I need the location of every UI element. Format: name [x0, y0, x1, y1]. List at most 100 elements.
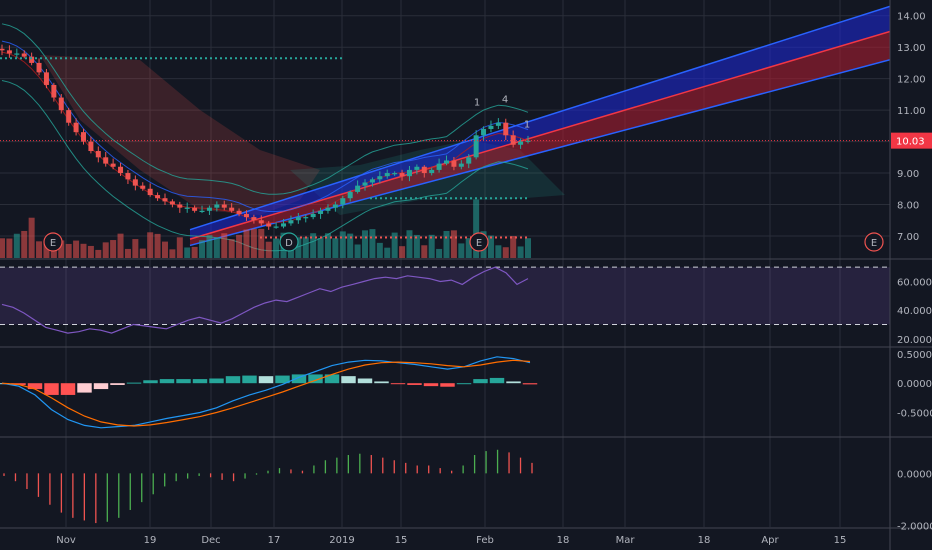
candle-body[interactable]: [281, 223, 287, 227]
rsi-line[interactable]: [1, 266, 529, 334]
macd-panel[interactable]: [0, 356, 538, 429]
candle-body[interactable]: [199, 210, 205, 213]
candle-body[interactable]: [414, 166, 420, 170]
price-tick-label: 11.00: [897, 106, 926, 117]
candle-body[interactable]: [118, 166, 124, 174]
candle-body[interactable]: [436, 163, 442, 170]
candle-body[interactable]: [303, 217, 309, 219]
candle-body[interactable]: [43, 72, 49, 85]
candle-body[interactable]: [66, 110, 72, 123]
candle-body[interactable]: [110, 163, 116, 167]
candle-body[interactable]: [399, 173, 405, 177]
candle-body[interactable]: [429, 169, 435, 174]
rsi-panel[interactable]: [0, 266, 890, 334]
earnings-marker-circle[interactable]: [43, 232, 63, 252]
candle-body[interactable]: [318, 210, 324, 214]
signal-line[interactable]: [1, 359, 531, 427]
candle-body[interactable]: [406, 169, 412, 177]
volume-bar: [176, 237, 183, 258]
candle-body[interactable]: [243, 213, 249, 218]
candle-body[interactable]: [6, 50, 12, 54]
candle-body[interactable]: [288, 220, 294, 224]
volume-bar: [124, 248, 131, 258]
candle-body[interactable]: [355, 185, 361, 192]
candle-body[interactable]: [362, 182, 368, 186]
candle-body[interactable]: [51, 84, 57, 98]
price-panel[interactable]: 1 4 1 E D E E: [0, 5, 891, 258]
candle-body[interactable]: [481, 129, 487, 136]
volume-bar: [525, 238, 531, 258]
candle-body[interactable]: [340, 198, 346, 205]
candle-body[interactable]: [132, 179, 138, 186]
candle-body[interactable]: [488, 125, 494, 129]
candle-body[interactable]: [369, 179, 375, 183]
candle-body[interactable]: [169, 201, 175, 205]
dividend-marker-circle[interactable]: [279, 232, 299, 252]
candle-body[interactable]: [140, 185, 146, 189]
candle-body[interactable]: [458, 163, 464, 167]
candle-body[interactable]: [266, 223, 272, 227]
candle-body[interactable]: [377, 176, 383, 180]
earnings-marker-circle[interactable]: [864, 232, 884, 252]
candle-body[interactable]: [177, 204, 183, 208]
candle-body[interactable]: [251, 217, 257, 221]
candle-body[interactable]: [295, 217, 301, 221]
candle-body[interactable]: [310, 213, 316, 218]
candle-body[interactable]: [14, 53, 20, 55]
candle-body[interactable]: [147, 188, 153, 196]
candle-body[interactable]: [229, 207, 235, 211]
volume-bar: [117, 233, 124, 258]
candle-body[interactable]: [58, 97, 64, 111]
candle-body[interactable]: [95, 151, 101, 158]
candle-body[interactable]: [325, 207, 331, 211]
candle-body[interactable]: [162, 198, 168, 202]
earnings-marker-circle[interactable]: [469, 232, 489, 252]
candle-body[interactable]: [495, 122, 501, 126]
macd-histogram-bar: [407, 383, 422, 385]
candle-body[interactable]: [503, 122, 509, 136]
candle-body[interactable]: [518, 141, 524, 145]
candle-body[interactable]: [80, 132, 86, 142]
candle-body[interactable]: [347, 191, 353, 199]
candle-body[interactable]: [525, 140, 531, 142]
candle-body[interactable]: [421, 166, 427, 174]
candle-body[interactable]: [184, 207, 190, 209]
volume-bar: [265, 241, 272, 258]
candle-body[interactable]: [21, 53, 27, 57]
price-scale[interactable]: 14.0013.0012.0011.0010.009.008.007.0010.…: [891, 12, 932, 533]
volume-bar: [332, 238, 339, 258]
last-price-tag[interactable]: [891, 132, 932, 149]
candle-body[interactable]: [332, 204, 338, 208]
candle-body[interactable]: [444, 160, 450, 164]
candle-body[interactable]: [73, 122, 79, 133]
candle-body[interactable]: [236, 210, 242, 214]
candle-body[interactable]: [510, 135, 516, 145]
channel-line[interactable]: [189, 5, 891, 231]
candle-body[interactable]: [88, 141, 94, 152]
candle-body[interactable]: [466, 157, 472, 164]
candle-body[interactable]: [473, 135, 479, 158]
candle-body[interactable]: [206, 207, 212, 211]
time-scale[interactable]: Nov 19 Dec 17 2019 15 Feb 18 Mar 18 Apr 15: [56, 535, 846, 546]
candle-body[interactable]: [384, 173, 390, 177]
candle-body[interactable]: [451, 160, 457, 167]
oscillator-panel[interactable]: [3, 449, 533, 524]
candle-body[interactable]: [0, 48, 5, 51]
candle-body[interactable]: [103, 157, 109, 164]
candle-body[interactable]: [273, 226, 279, 228]
candle-body[interactable]: [214, 204, 220, 208]
macd-line[interactable]: [1, 356, 531, 429]
candle-body[interactable]: [192, 207, 198, 211]
time-axis-label: Nov: [56, 535, 76, 546]
candle-body[interactable]: [392, 173, 398, 175]
candle-body[interactable]: [36, 62, 42, 73]
candle-body[interactable]: [221, 204, 227, 208]
candle-body[interactable]: [29, 56, 35, 63]
candle-body[interactable]: [155, 195, 161, 199]
candle-body[interactable]: [258, 220, 264, 224]
channel-line[interactable]: [189, 59, 891, 247]
candle-body[interactable]: [125, 173, 131, 180]
